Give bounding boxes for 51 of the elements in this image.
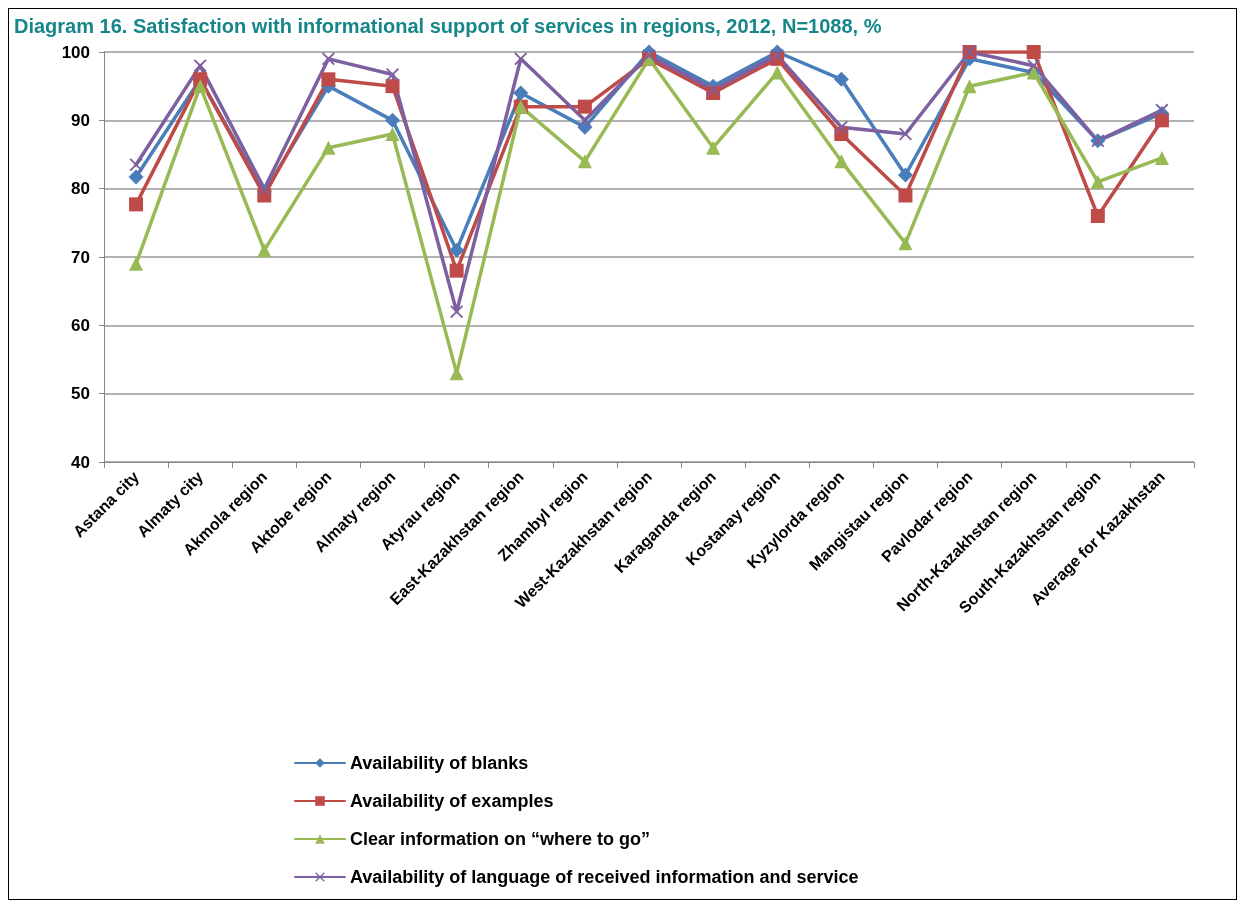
y-tick-label: 80: [71, 179, 90, 199]
y-tick-label: 100: [61, 42, 90, 62]
point: [449, 263, 464, 278]
point: [257, 182, 271, 196]
point: [513, 85, 529, 101]
point: [1026, 45, 1041, 59]
y-tick-label: 70: [71, 247, 90, 267]
legend-label: Availability of language of received information and service: [350, 867, 859, 887]
point: [898, 236, 913, 251]
y-tick-label: 90: [71, 110, 90, 130]
point: [898, 188, 913, 203]
point: [129, 197, 144, 212]
point: [834, 154, 849, 169]
point: [1027, 59, 1041, 73]
point: [770, 65, 785, 80]
point: [321, 72, 336, 87]
point: [514, 52, 528, 66]
point: [770, 48, 784, 62]
point: [257, 243, 272, 258]
point: [577, 99, 592, 114]
y-tick-label: 50: [71, 384, 90, 404]
point: [385, 112, 401, 128]
point: [1154, 150, 1169, 165]
legend-label: Availability of examples: [350, 791, 554, 811]
point: [321, 52, 335, 66]
y-tick-label: 40: [71, 452, 90, 472]
legend-label: Availability of blanks: [350, 753, 529, 773]
point: [1155, 103, 1169, 117]
point: [1090, 209, 1105, 223]
y-tick-label: 60: [71, 315, 90, 335]
point: [193, 59, 207, 73]
point: [706, 140, 721, 155]
point: [386, 68, 400, 82]
point: [897, 167, 913, 183]
point: [962, 79, 977, 94]
point: [129, 158, 143, 172]
point: [833, 71, 849, 87]
point: [834, 120, 848, 134]
point: [450, 305, 464, 319]
point: [321, 140, 336, 155]
point: [193, 79, 208, 94]
point: [1090, 174, 1105, 189]
legend-label: Clear information on “where to go”: [350, 829, 651, 849]
point: [385, 127, 400, 141]
point: [129, 256, 144, 271]
chart-title: Diagram 16. Satisfaction with informational support of services in regions, 2012, N=1088, %: [14, 15, 882, 37]
point: [449, 242, 465, 258]
point: [577, 154, 592, 169]
point: [1154, 113, 1169, 128]
point: [385, 79, 400, 94]
point: [128, 169, 144, 185]
